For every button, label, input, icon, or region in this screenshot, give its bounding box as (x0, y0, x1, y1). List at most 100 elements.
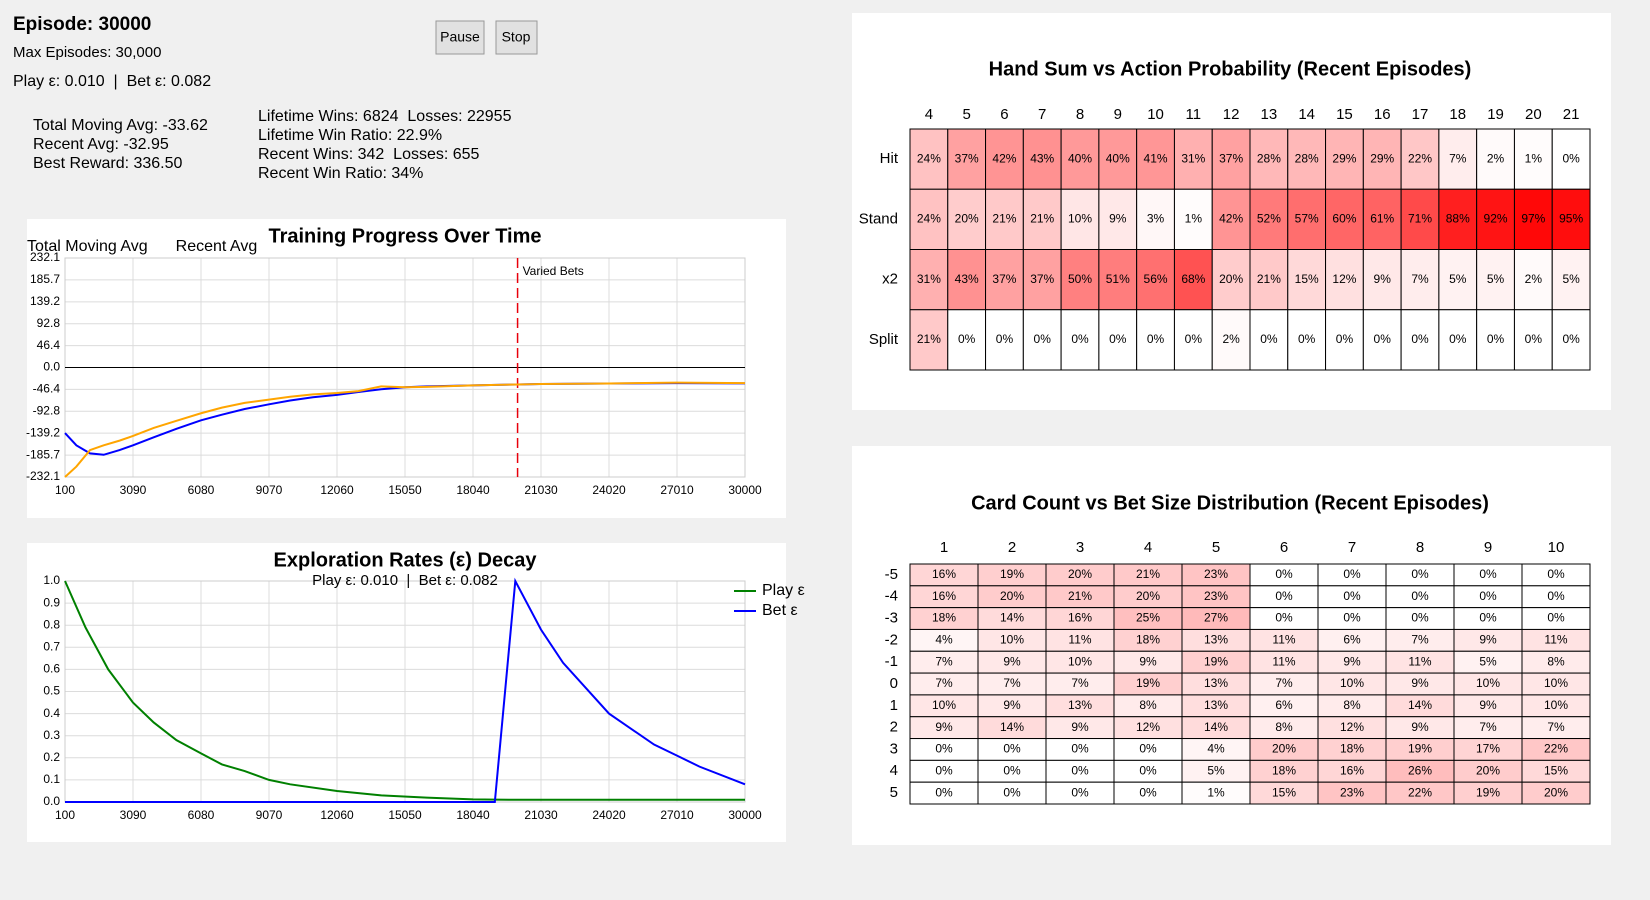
stat-line: Recent Win Ratio: 34% (258, 165, 423, 182)
cell-label: 27% (1204, 611, 1228, 625)
heatmap-cell (1022, 309, 1062, 371)
cell-label: 22% (1408, 785, 1432, 799)
column-label: 7 (1348, 539, 1356, 556)
cell-label: 3% (1147, 212, 1165, 226)
cell-label: 57% (1295, 212, 1319, 226)
cell-label: 92% (1484, 212, 1508, 226)
y-tick-label: 0.6 (43, 662, 60, 676)
cell-label: 61% (1370, 212, 1394, 226)
column-label: 13 (1261, 106, 1278, 123)
y-tick-label: -185.7 (26, 447, 60, 461)
cell-label: 10% (1544, 698, 1568, 712)
cell-label: 42% (992, 151, 1016, 165)
heatmap-cell (1362, 128, 1402, 190)
cell-label: 0% (1275, 589, 1293, 603)
cell-label: 7% (1003, 676, 1021, 690)
button-label[interactable]: Stop (502, 29, 531, 45)
heatmap-cell (1325, 128, 1364, 190)
cell-label: 17% (1476, 742, 1500, 756)
cell-label: 12% (1136, 720, 1160, 734)
heatmap-cell (985, 128, 1024, 190)
cell-label: 2% (1525, 272, 1543, 286)
cell-label: 2% (1487, 151, 1505, 165)
x-tick-label: 9070 (256, 808, 283, 822)
cell-label: 19% (1204, 654, 1228, 668)
cell-label: 12% (1340, 720, 1364, 734)
cell-label: 0% (1411, 567, 1429, 581)
cell-label: 4% (935, 633, 953, 647)
cell-label: 31% (917, 272, 941, 286)
heatmap-cell (1249, 188, 1289, 250)
series-line (64, 381, 746, 478)
cell-label: 0% (1003, 742, 1021, 756)
cell-label: 18% (1340, 742, 1364, 756)
row-label: -3 (885, 610, 898, 627)
x-tick-label: 3090 (120, 483, 147, 497)
button-label[interactable]: Pause (440, 29, 480, 45)
cell-label: 20% (1544, 785, 1568, 799)
cell-label: 24% (917, 212, 941, 226)
column-label: 9 (1114, 106, 1122, 123)
button-frame[interactable] (435, 20, 485, 55)
epsilon-status: Play ε: 0.010 | Bet ε: 0.082 (13, 73, 211, 90)
cell-label: 8% (1275, 720, 1293, 734)
cell-label: 16% (1340, 763, 1364, 777)
heatmap-cell (1476, 128, 1515, 190)
x-tick-label: 9070 (256, 483, 283, 497)
heatmap-cell (1521, 781, 1591, 805)
heatmap-cell (947, 128, 987, 190)
cell-label: 0% (1139, 785, 1157, 799)
row-label: 2 (890, 719, 898, 736)
heatmap-cell (1362, 309, 1402, 371)
button-frame[interactable] (495, 20, 538, 55)
cell-label: 7% (1411, 633, 1429, 647)
column-label: 8 (1076, 106, 1084, 123)
cell-label: 19% (1000, 567, 1024, 581)
cell-label: 0% (1411, 332, 1429, 346)
heatmap-cell (985, 309, 1024, 371)
column-label: 3 (1076, 539, 1084, 556)
chart-panel (27, 543, 786, 842)
heatmap-cell (1287, 309, 1327, 371)
cell-label: 0% (1185, 332, 1203, 346)
cell-label: 0% (1562, 332, 1580, 346)
cell-label: 1% (1185, 212, 1203, 226)
cell-label: 0% (1547, 567, 1565, 581)
cell-label: 0% (1343, 611, 1361, 625)
column-label: 11 (1186, 106, 1202, 123)
y-tick-label: 46.4 (37, 338, 61, 352)
heatmap-cell (1438, 249, 1478, 311)
cell-label: 16% (932, 567, 956, 581)
cell-label: 2% (1222, 332, 1240, 346)
column-label: 4 (1144, 539, 1152, 556)
heatmap-cell (1476, 188, 1515, 250)
row-label: Stand (859, 210, 898, 227)
pause-button[interactable]: Pause (435, 20, 485, 55)
column-label: 8 (1416, 539, 1424, 556)
cell-label: 13% (1204, 698, 1228, 712)
heatmap-cell (1287, 249, 1327, 311)
heatmap-cell (1098, 309, 1138, 371)
stop-button[interactable]: Stop (495, 20, 538, 55)
heatmap-cell (1136, 249, 1175, 311)
y-tick-label: 0.8 (43, 617, 60, 631)
cell-label: 0% (996, 332, 1014, 346)
x-tick-label: 24020 (592, 808, 626, 822)
cell-label: 0% (1109, 332, 1127, 346)
y-tick-label: -92.8 (33, 403, 61, 417)
cell-label: 50% (1068, 272, 1092, 286)
chart-title: Card Count vs Bet Size Distribution (Rec… (971, 492, 1489, 514)
heatmap-cell (1400, 188, 1440, 250)
y-tick-label: 0.0 (43, 794, 60, 808)
column-label: 7 (1038, 106, 1046, 123)
cell-label: 20% (1136, 589, 1160, 603)
heatmap-cell (1211, 128, 1251, 190)
cell-label: 5% (1207, 763, 1225, 777)
cell-label: 0% (1487, 332, 1505, 346)
cell-label: 9% (1374, 272, 1392, 286)
heatmap-cell (1022, 188, 1062, 250)
cell-label: 14% (1204, 720, 1228, 734)
cell-label: 37% (955, 151, 979, 165)
x-tick-label: 30000 (728, 483, 762, 497)
cell-label: 10% (932, 698, 956, 712)
